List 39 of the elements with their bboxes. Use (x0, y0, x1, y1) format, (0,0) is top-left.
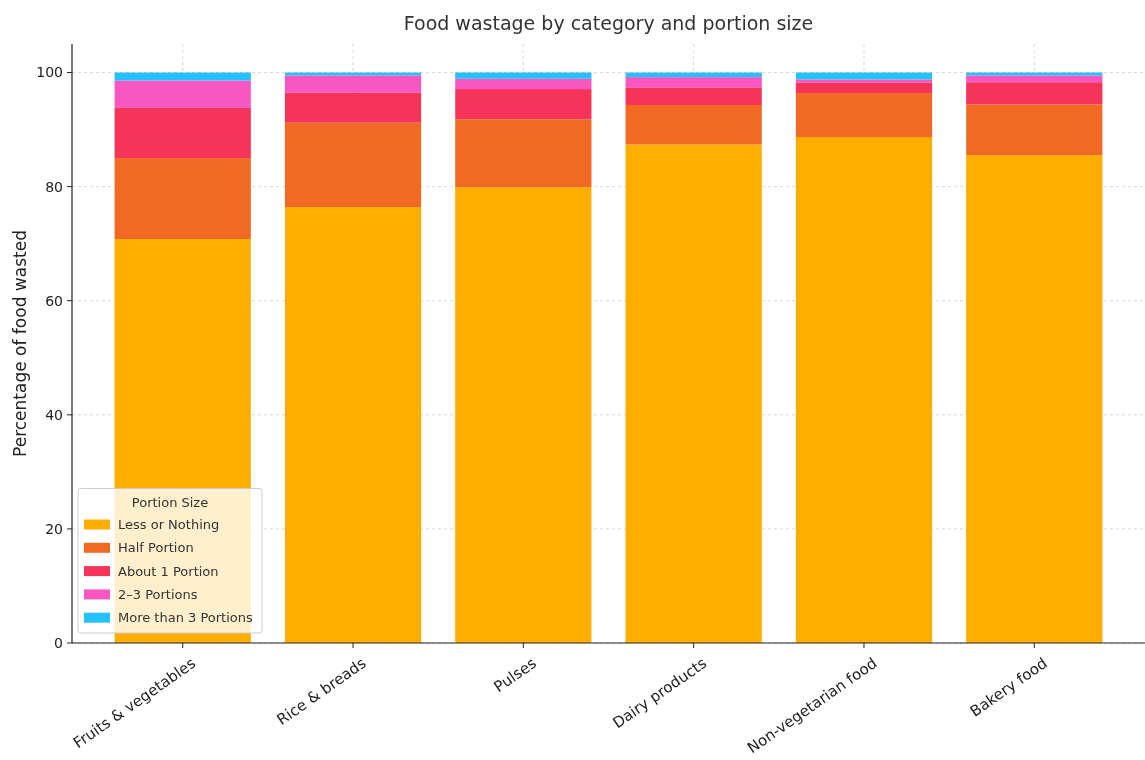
bar (455, 72, 592, 79)
legend-label: About 1 Portion (118, 563, 219, 579)
bar (966, 82, 1103, 105)
bar (284, 207, 422, 643)
bar (114, 80, 251, 108)
bar (625, 87, 762, 106)
legend-label: 2–3 Portions (118, 586, 198, 602)
bar (455, 119, 592, 188)
legend-label: More than 3 Portions (118, 610, 254, 626)
bar (284, 92, 422, 123)
y-tick-label: 0 (54, 634, 63, 651)
y-tick-label: 60 (45, 292, 63, 309)
legend-label: Half Portion (118, 540, 194, 556)
bar (625, 105, 762, 145)
bar (966, 75, 1103, 83)
bar (795, 79, 933, 83)
bar (625, 77, 762, 88)
bar (114, 72, 251, 81)
bar (284, 122, 422, 208)
bar (455, 187, 592, 643)
bar (795, 93, 933, 137)
y-axis-title: Percentage of food wasted (10, 230, 30, 457)
y-tick-label: 20 (45, 520, 63, 537)
y-tick-label: 80 (45, 178, 63, 195)
chart-title: Food wastage by category and portion size (403, 12, 814, 34)
bar (284, 75, 422, 93)
bar (455, 78, 592, 90)
legend-title: Portion Size (131, 494, 209, 510)
y-tick-label: 40 (45, 406, 63, 423)
bar (795, 82, 933, 94)
y-tick-label: 100 (36, 64, 63, 81)
bar (795, 136, 933, 643)
bar (966, 155, 1103, 643)
bar (114, 158, 251, 240)
bar (455, 89, 592, 120)
bar (625, 144, 762, 643)
legend-label: Less or Nothing (118, 517, 220, 533)
bar (114, 107, 251, 159)
bar (966, 104, 1103, 156)
